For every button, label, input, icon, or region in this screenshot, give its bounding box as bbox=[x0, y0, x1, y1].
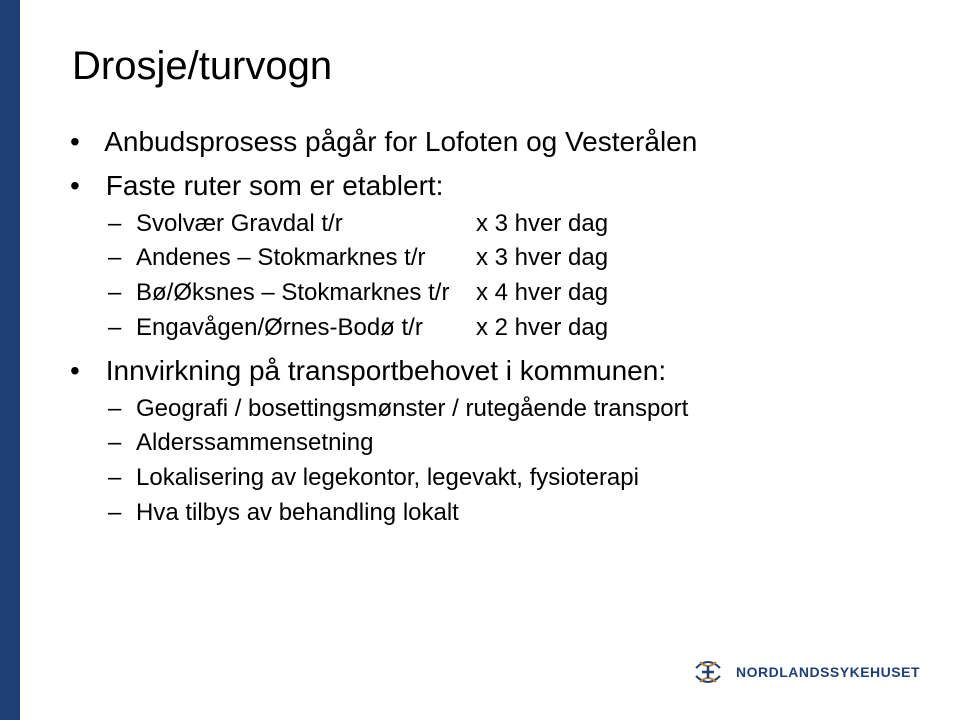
route-item: Andenes – Stokmarknes t/r x 3 hver dag bbox=[72, 241, 900, 276]
route-label: Andenes – Stokmarknes t/r bbox=[136, 241, 476, 276]
route-item: Engavågen/Ørnes-Bodø t/r x 2 hver dag bbox=[72, 311, 900, 346]
sub-list: Geografi / bosettingsmønster / rutegåend… bbox=[72, 392, 900, 531]
slide: Drosje/turvogn Anbudsprosess pågår for L… bbox=[0, 0, 960, 720]
route-item: Svolvær Gravdal t/r x 3 hver dag bbox=[72, 207, 900, 242]
bullet-text: Innvirkning på transportbehovet i kommun… bbox=[106, 355, 666, 386]
bullet-text: Anbudsprosess pågår for Lofoten og Veste… bbox=[104, 126, 697, 157]
sub-item: Hva tilbys av behandling lokalt bbox=[72, 496, 900, 531]
route-frequency: x 3 hver dag bbox=[476, 207, 900, 242]
bullet-text: Faste ruter som er etablert: bbox=[106, 170, 444, 201]
route-frequency: x 4 hver dag bbox=[476, 276, 900, 311]
slide-content: Drosje/turvogn Anbudsprosess pågår for L… bbox=[72, 44, 900, 537]
route-frequency: x 3 hver dag bbox=[476, 241, 900, 276]
bullet-item: Innvirkning på transportbehovet i kommun… bbox=[72, 352, 900, 531]
hospital-logo-icon bbox=[690, 654, 726, 690]
logo-text: NORDLANDSSYKEHUSET bbox=[736, 664, 920, 680]
route-frequency: x 2 hver dag bbox=[476, 311, 900, 346]
sub-item: Alderssammensetning bbox=[72, 426, 900, 461]
bullet-item: Faste ruter som er etablert: Svolvær Gra… bbox=[72, 167, 900, 346]
bullet-list: Anbudsprosess pågår for Lofoten og Veste… bbox=[72, 123, 900, 531]
slide-title: Drosje/turvogn bbox=[72, 44, 900, 89]
sub-item: Geografi / bosettingsmønster / rutegåend… bbox=[72, 392, 900, 427]
route-item: Bø/Øksnes – Stokmarknes t/r x 4 hver dag bbox=[72, 276, 900, 311]
sub-list-routes: Svolvær Gravdal t/r x 3 hver dag Andenes… bbox=[72, 207, 900, 346]
route-label: Svolvær Gravdal t/r bbox=[136, 207, 476, 242]
bullet-item: Anbudsprosess pågår for Lofoten og Veste… bbox=[72, 123, 900, 161]
side-accent-bar bbox=[0, 0, 20, 720]
sub-item: Lokalisering av legekontor, legevakt, fy… bbox=[72, 461, 900, 496]
footer-logo: NORDLANDSSYKEHUSET bbox=[690, 654, 920, 690]
route-label: Bø/Øksnes – Stokmarknes t/r bbox=[136, 276, 476, 311]
route-label: Engavågen/Ørnes-Bodø t/r bbox=[136, 311, 476, 346]
